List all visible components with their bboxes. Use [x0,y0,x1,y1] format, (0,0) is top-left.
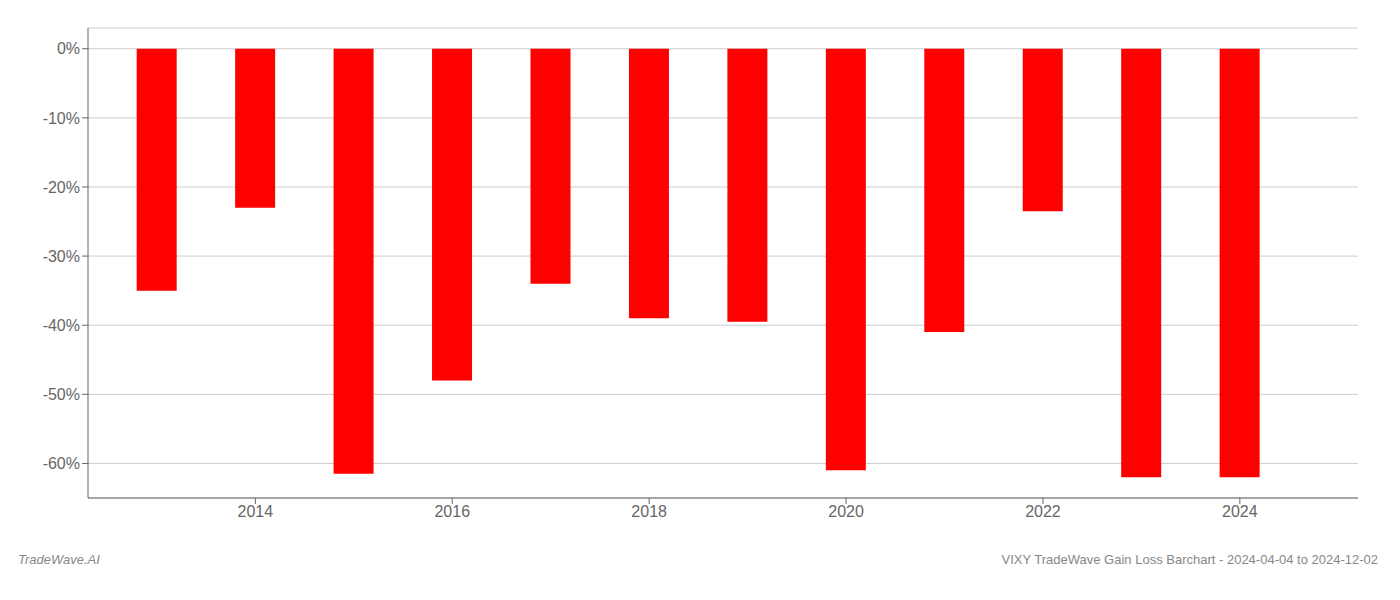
svg-text:2016: 2016 [434,503,470,520]
svg-text:2014: 2014 [238,503,274,520]
svg-text:-60%: -60% [43,455,80,472]
svg-text:0%: 0% [57,40,80,57]
svg-text:-50%: -50% [43,386,80,403]
svg-text:2020: 2020 [828,503,864,520]
svg-text:-10%: -10% [43,110,80,127]
html-text:TradeWave.AI: TradeWave.AI [18,552,100,567]
svg-text:-20%: -20% [43,179,80,196]
svg-text:-30%: -30% [43,248,80,265]
svg-text:2024: 2024 [1222,503,1258,520]
svg-text:2018: 2018 [631,503,667,520]
html-text:VIXY TradeWave Gain Loss Barch: VIXY TradeWave Gain Loss Barchart - 2024… [1001,552,1378,567]
svg-text:-40%: -40% [43,317,80,334]
svg-text:2022: 2022 [1025,503,1061,520]
